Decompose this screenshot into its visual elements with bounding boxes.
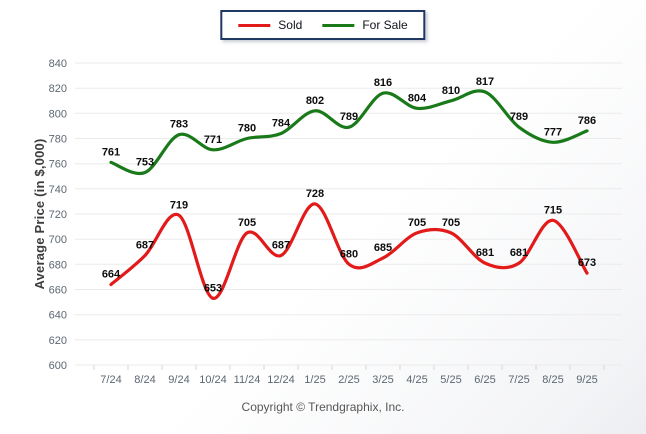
legend-label-for-sale: For Sale: [362, 18, 408, 32]
x-tick-label: 7/24: [100, 374, 121, 386]
data-label: 784: [272, 118, 291, 130]
data-label: 817: [476, 76, 494, 88]
data-label: 719: [170, 199, 188, 211]
for-sale-line-swatch: [322, 23, 355, 27]
x-tick-label: 7/25: [508, 374, 529, 386]
x-tick-label: 11/24: [234, 374, 261, 386]
sold-line: [109, 202, 589, 300]
x-tick-label: 8/24: [134, 374, 155, 386]
y-tick-label: 640: [49, 310, 67, 322]
data-label: 687: [272, 240, 290, 252]
x-tick-label: 10/24: [199, 374, 227, 386]
data-label: 681: [510, 247, 528, 259]
data-label: 653: [204, 282, 222, 294]
data-label: 804: [408, 92, 427, 104]
legend-item-sold: Sold: [238, 18, 302, 32]
data-label: 664: [102, 269, 121, 281]
data-label: 789: [340, 111, 358, 123]
y-tick-label: 720: [49, 209, 67, 221]
data-label: 705: [238, 217, 256, 229]
data-label: 786: [578, 115, 596, 127]
x-tick-label: 3/25: [372, 374, 393, 386]
y-tick-label: 740: [49, 184, 67, 196]
data-label: 816: [374, 77, 392, 89]
data-label: 673: [578, 257, 596, 269]
data-label: 789: [510, 111, 528, 123]
x-tick-label: 2/25: [338, 374, 359, 386]
data-label: 705: [408, 217, 426, 229]
y-tick-label: 840: [49, 58, 67, 70]
data-label: 680: [340, 248, 358, 260]
data-label: 780: [238, 123, 256, 135]
legend-label-sold: Sold: [278, 18, 303, 32]
y-tick-label: 660: [49, 285, 67, 297]
y-tick-label: 600: [49, 360, 67, 372]
x-tick-label: 5/25: [440, 374, 461, 386]
x-tick-label: 6/25: [474, 374, 495, 386]
data-label: 771: [204, 134, 222, 146]
x-tick-label: 9/25: [576, 374, 597, 386]
x-tick-label: 1/25: [304, 374, 325, 386]
y-tick-label: 680: [49, 259, 67, 271]
for-sale-line: [109, 89, 589, 176]
data-label: 810: [442, 85, 460, 97]
data-label: 715: [544, 204, 562, 216]
data-label: 685: [374, 242, 392, 254]
y-tick-label: 760: [49, 159, 67, 171]
data-label: 802: [306, 95, 324, 107]
x-tick-label: 4/25: [406, 374, 427, 386]
data-label: 705: [442, 217, 460, 229]
y-tick-label: 780: [49, 134, 67, 146]
legend: Sold For Sale: [220, 10, 426, 40]
data-label: 728: [306, 188, 324, 200]
y-tick-label: 620: [49, 335, 67, 347]
data-label: 753: [136, 157, 154, 169]
plot-area: 600 620 640 660 680 700 720 740 760 780 800 820 840 7…: [49, 58, 622, 386]
data-label: 783: [170, 119, 188, 131]
y-tick-label: 820: [49, 83, 67, 95]
y-tick-label: 800: [49, 108, 67, 120]
y-tick-label: 700: [49, 234, 67, 246]
x-tick-label: 12/24: [267, 374, 295, 386]
data-label: 761: [102, 146, 120, 158]
x-tick-label: 8/25: [542, 374, 563, 386]
sold-line-swatch: [238, 23, 271, 27]
legend-item-for-sale: For Sale: [322, 18, 408, 32]
data-label: 681: [476, 247, 494, 259]
y-axis-title: Average Price (in $,000): [32, 138, 47, 289]
copyright-text: Copyright © Trendgraphix, Inc.: [241, 400, 405, 414]
x-tick-label: 9/24: [168, 374, 189, 386]
data-label: 777: [544, 126, 562, 138]
data-label: 687: [136, 240, 154, 252]
